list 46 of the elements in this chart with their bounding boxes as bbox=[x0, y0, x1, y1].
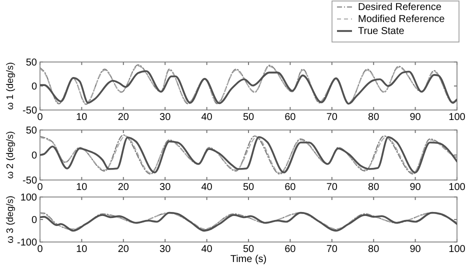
legend-label: Modified Reference bbox=[358, 14, 446, 25]
x-tick-label: 10 bbox=[76, 244, 88, 255]
x-tick-label: 90 bbox=[410, 244, 422, 255]
y-tick-label: 0 bbox=[31, 215, 38, 226]
x-tick-label: 50 bbox=[242, 112, 254, 123]
x-tick-label: 40 bbox=[201, 112, 213, 123]
x-tick-label: 50 bbox=[242, 182, 254, 193]
y-tick-label: -50 bbox=[22, 106, 38, 116]
x-tick-label: 20 bbox=[118, 244, 130, 255]
x-tick-label: 90 bbox=[410, 112, 422, 123]
x-tick-label: 70 bbox=[326, 112, 338, 123]
x-tick-label: 10 bbox=[76, 182, 88, 193]
x-axis-title: Time (s) bbox=[230, 254, 267, 265]
y-axis-title: ω 3 (deg/s) bbox=[5, 196, 16, 244]
x-tick-label: 100 bbox=[448, 244, 466, 255]
x-tick-label: 90 bbox=[410, 182, 422, 193]
x-tick-label: 70 bbox=[326, 182, 338, 193]
x-tick-label: 30 bbox=[160, 182, 172, 193]
x-tick-label: 70 bbox=[326, 244, 338, 255]
x-tick-label: 60 bbox=[284, 182, 296, 193]
x-tick-label: 80 bbox=[368, 112, 380, 123]
legend-label: True State bbox=[358, 26, 405, 37]
legend-label: Desired Reference bbox=[358, 2, 442, 13]
x-tick-label: 20 bbox=[118, 182, 130, 193]
x-tick-label: 40 bbox=[201, 182, 213, 193]
y-tick-label: 50 bbox=[26, 58, 38, 68]
y-tick-label: 0 bbox=[31, 150, 38, 162]
x-tick-label: 100 bbox=[448, 182, 466, 193]
y-tick-label: 100 bbox=[20, 192, 38, 204]
y-axis-title: ω 1 (deg/s) bbox=[5, 62, 16, 110]
x-tick-label: 50 bbox=[242, 244, 254, 255]
x-tick-label: 60 bbox=[284, 244, 296, 255]
y-tick-label: 50 bbox=[26, 126, 38, 136]
y-tick-label: -100 bbox=[16, 238, 38, 248]
x-tick-label: 10 bbox=[76, 112, 88, 123]
x-tick-label: 30 bbox=[160, 244, 172, 255]
x-tick-label: 60 bbox=[284, 112, 296, 123]
x-tick-label: 80 bbox=[368, 244, 380, 255]
y-tick-label: -50 bbox=[22, 176, 38, 186]
x-tick-label: 40 bbox=[201, 244, 213, 255]
y-axis-title: ω 2 (deg/s) bbox=[5, 131, 16, 179]
x-tick-label: 30 bbox=[160, 112, 172, 123]
y-tick-label: 0 bbox=[31, 82, 38, 92]
x-tick-label: 100 bbox=[448, 112, 466, 123]
x-tick-label: 80 bbox=[368, 182, 380, 193]
x-tick-label: 20 bbox=[118, 112, 130, 123]
